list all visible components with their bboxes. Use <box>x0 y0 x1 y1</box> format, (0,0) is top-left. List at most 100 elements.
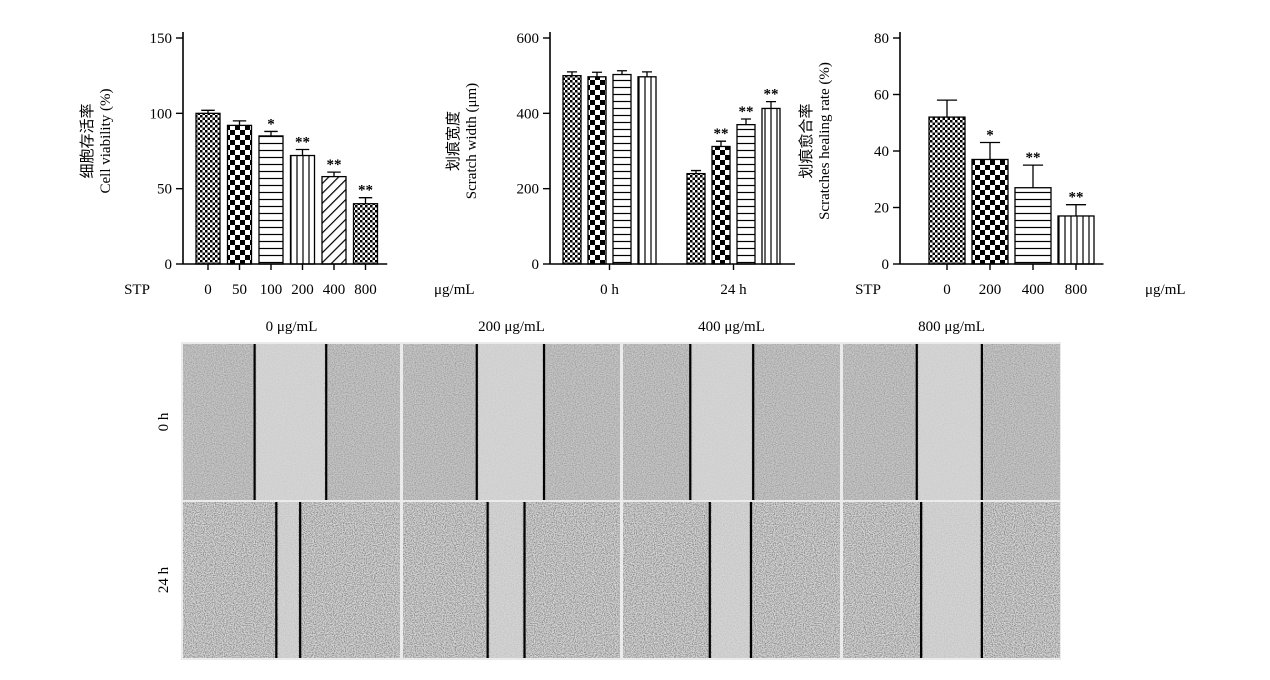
group-0-series-1-bar <box>587 76 607 265</box>
y-tick-label: 20 <box>874 201 889 217</box>
bar-1-bar <box>971 158 1009 265</box>
y-tick-label: 0 <box>532 257 540 273</box>
bar-3-significance: ** <box>295 134 310 150</box>
y-tick-label: 40 <box>874 144 889 160</box>
group-1-series-1-error-bar <box>715 140 727 147</box>
micrograph-panel <box>183 344 400 500</box>
micrograph-column-label: 0 μg/mL <box>266 319 318 335</box>
scratch-clear <box>478 344 543 500</box>
x-tick-label: 200 <box>291 282 314 298</box>
chart-scratch-width: 0 200 400 600 划痕宽度 Scratch width (μm) 0 h ** ** *… <box>445 31 795 298</box>
micrograph-panel <box>183 502 400 658</box>
x-tick-label: 200 <box>979 282 1002 298</box>
chart-viability: 0 50 100 150 细胞存活率 Cell viability (%) 0 50 * 100 *… <box>79 31 475 298</box>
group-1-series-3-error-bar <box>765 101 777 109</box>
bar-5-bar <box>352 203 379 265</box>
micrograph-row-label: 0 h <box>156 412 172 431</box>
y-axis-title-cn: 细胞存活率 <box>79 103 96 178</box>
x-prefix-label: STP <box>855 282 881 298</box>
bar-2-bar <box>258 135 284 265</box>
group-1-series-0-error-bar <box>690 169 702 174</box>
x-unit-label: μg/mL <box>434 282 475 298</box>
scratch-clear <box>918 344 980 500</box>
group-0-series-2-error-bar <box>616 70 628 75</box>
group-1-series-0-bar <box>686 172 706 265</box>
micrograph-column-label: 200 μg/mL <box>478 319 545 335</box>
x-tick-label: 800 <box>354 282 377 298</box>
x-tick-label: 800 <box>1065 282 1088 298</box>
y-axis-title-cn: 划痕愈合率 <box>798 103 815 178</box>
group-0-series-3-bar <box>637 76 657 265</box>
y-tick-label: 150 <box>150 31 173 47</box>
scratch-clear <box>711 502 750 658</box>
bar-2-error-bar <box>264 130 278 136</box>
group-0-series-3-error-bar <box>641 71 653 77</box>
bar-3-significance: ** <box>1069 190 1084 206</box>
y-tick-label: 0 <box>882 257 890 273</box>
micrograph-panel <box>843 502 1060 658</box>
x-group-label: 0 h <box>600 282 619 298</box>
group-0-series-0-error-bar <box>566 71 578 76</box>
micrograph-panel <box>623 344 840 500</box>
x-prefix-label: STP <box>124 282 150 298</box>
y-axis-title: Scratches healing rate (%) <box>817 62 833 220</box>
x-tick-label: 0 <box>943 282 951 298</box>
group-1-series-2-bar <box>736 123 756 265</box>
group-0-series-0-bar <box>562 75 582 265</box>
bar-0-error-bar <box>936 99 958 118</box>
group-0-series-2-bar <box>612 73 632 265</box>
bar-5-significance: ** <box>358 183 373 199</box>
y-tick-label: 200 <box>517 182 540 198</box>
scratch-clear <box>692 344 752 500</box>
micrograph-column-label: 400 μg/mL <box>698 319 765 335</box>
y-tick-label: 0 <box>165 257 173 273</box>
x-tick-label: 400 <box>323 282 346 298</box>
x-tick-label: 50 <box>232 282 247 298</box>
bar-1-error-bar <box>232 120 247 126</box>
y-tick-label: 600 <box>517 31 540 47</box>
y-axis-title: Scratch width (μm) <box>464 83 480 199</box>
bar-3-bar <box>1057 215 1095 265</box>
bar-0-bar <box>928 116 966 265</box>
bar-1-error-bar <box>979 141 1001 160</box>
bar-4-significance: ** <box>327 157 342 173</box>
micrograph-row-label: 24 h <box>156 566 172 593</box>
x-tick-label: 400 <box>1022 282 1045 298</box>
group-1-series-1-bar <box>711 145 731 265</box>
scratch-clear <box>923 502 980 658</box>
bar-0-bar <box>195 112 221 265</box>
bar-2-significance: * <box>267 116 275 132</box>
group-0-series-1-error-bar <box>591 71 603 77</box>
bar-4-error-bar <box>327 171 341 177</box>
bar-4-bar <box>321 175 347 265</box>
bar-3-error-bar <box>1065 204 1087 216</box>
micrograph-panel <box>403 502 620 658</box>
bar-2-error-bar <box>1022 164 1044 188</box>
y-tick-label: 400 <box>517 106 540 122</box>
y-axis-title-cn: 划痕宽度 <box>445 111 462 171</box>
bar-0-error-bar <box>201 109 215 114</box>
y-tick-label: 50 <box>157 182 172 198</box>
group-1-series-3-significance: ** <box>764 87 779 103</box>
bar-3-error-bar <box>295 148 310 156</box>
x-tick-label: 0 <box>204 282 212 298</box>
group-1-series-2-significance: ** <box>739 104 754 120</box>
micrograph-panel <box>843 344 1060 500</box>
y-tick-label: 60 <box>874 88 889 104</box>
x-tick-label: 100 <box>260 282 283 298</box>
group-1-series-3-bar <box>761 107 781 265</box>
y-axis-title: Cell viability (%) <box>98 89 114 194</box>
micrograph-panel <box>623 502 840 658</box>
bar-1-bar <box>226 124 253 265</box>
bar-1-significance: * <box>986 128 994 144</box>
scratch-clear <box>278 502 299 658</box>
bar-2-bar <box>1014 187 1052 265</box>
y-tick-label: 80 <box>874 31 889 47</box>
bar-3-bar <box>289 154 316 265</box>
bar-5-error-bar <box>358 197 373 204</box>
x-group-label: 24 h <box>720 282 747 298</box>
group-1-series-1-significance: ** <box>714 126 729 142</box>
micrograph-panel <box>403 344 620 500</box>
scratch-clear <box>256 344 325 500</box>
